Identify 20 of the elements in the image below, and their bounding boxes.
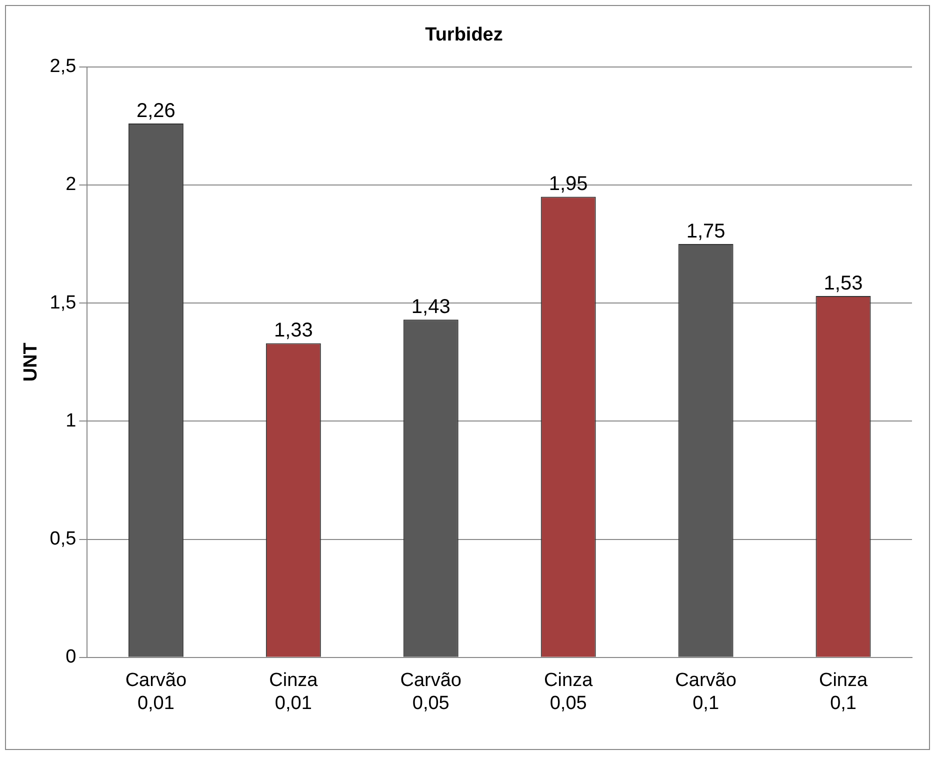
x-tick-label: Cinza 0,05 xyxy=(544,670,594,714)
y-tick-label: 0,5 xyxy=(50,528,76,550)
data-label: 1,33 xyxy=(274,320,313,342)
data-label: 1,53 xyxy=(824,272,863,294)
y-tick-label: 2 xyxy=(66,174,76,196)
x-tick-label: Carvão 0,1 xyxy=(675,670,736,714)
data-label: 1,43 xyxy=(411,296,450,318)
x-tick-label: Cinza 0,1 xyxy=(818,670,868,714)
x-tick-label: Carvão 0,01 xyxy=(125,670,187,714)
y-axis-title: UNT xyxy=(20,342,42,382)
data-label: 2,26 xyxy=(136,100,176,122)
data-label: 1,75 xyxy=(686,220,726,242)
x-tick-label: Carvão 0,05 xyxy=(400,670,462,714)
chart-title: Turbidez xyxy=(425,24,503,46)
data-label: 1,95 xyxy=(548,173,588,196)
y-tick-label: 1,5 xyxy=(50,292,76,314)
y-tick-label: 0 xyxy=(66,646,76,668)
y-tick-label: 1 xyxy=(66,410,76,432)
x-tick-label: Cinza 0,01 xyxy=(269,670,318,714)
y-tick-label: 2,5 xyxy=(50,56,76,78)
